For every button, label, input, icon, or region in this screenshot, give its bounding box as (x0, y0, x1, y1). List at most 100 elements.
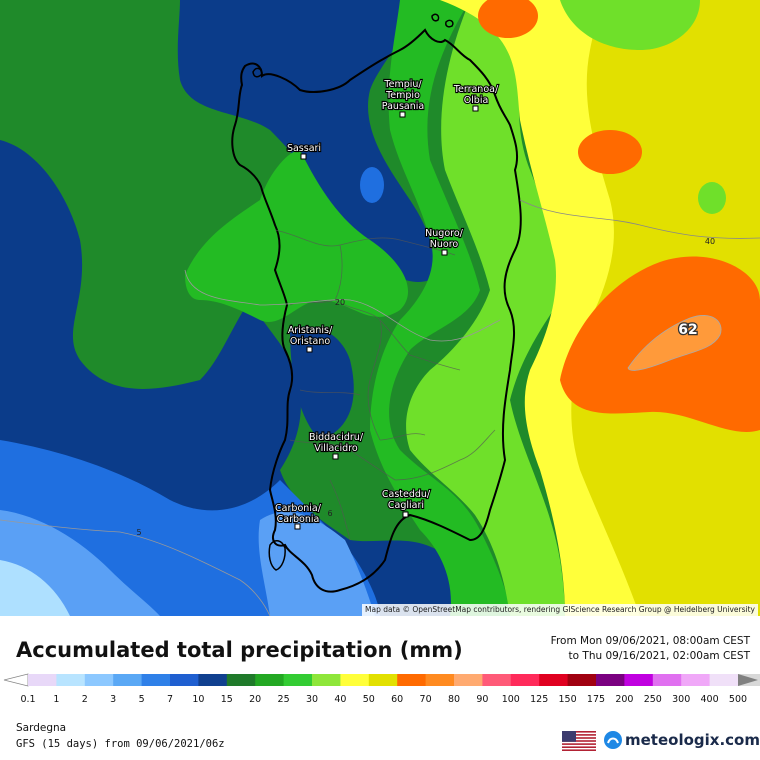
contour-line-5 (0, 519, 271, 616)
city-marker-icon (441, 249, 448, 256)
legend-swatch (340, 674, 370, 686)
city-nuoro[interactable]: Nugoro/ Nuoro (424, 227, 465, 256)
city-sassari[interactable]: Sassari (286, 142, 322, 160)
legend-tick-label: 40 (334, 694, 346, 705)
legend-swatch (510, 674, 540, 686)
legend-swatch (283, 674, 313, 686)
precip-spot-orange-east (578, 130, 642, 174)
legend-swatch (170, 674, 199, 686)
precip-zone-green-east (370, 0, 510, 616)
city-label-line2: Olbia (464, 95, 489, 106)
precip-zone-green-west (185, 150, 409, 323)
contour-label-6: 6 (327, 509, 332, 518)
city-villacidro[interactable]: Biddacidru/ Villacidro (308, 431, 365, 460)
legend-bars (3, 673, 760, 687)
legend-right-arrow-icon (738, 674, 758, 686)
sardinia-coastline (231, 28, 522, 593)
legend-tick-label: 30 (306, 694, 318, 705)
map-footer: Accumulated total precipitation (mm) Fro… (0, 616, 760, 760)
city-label-line2: Carbonia (277, 514, 320, 525)
city-marker-icon (472, 105, 479, 112)
legend-tick-label: 3 (110, 694, 116, 705)
legend-swatch (198, 674, 228, 686)
city-label-line1: Sassari (287, 143, 321, 154)
city-label-line2: Nuoro (430, 239, 459, 250)
island-maddalena (431, 13, 454, 28)
legend-tick-label: 50 (363, 694, 375, 705)
legend-tick-label: 7 (167, 694, 173, 705)
legend-swatch (482, 674, 512, 686)
region-label: Sardegna (16, 722, 67, 734)
city-marker-icon (294, 523, 301, 530)
city-oristano[interactable]: Aristanis/ Oristano (287, 324, 334, 353)
city-olbia[interactable]: Terranoa/ Olbia (452, 83, 500, 112)
legend-tick-label: 25 (278, 694, 290, 705)
legend-tick-label: 10 (192, 694, 204, 705)
brand-text: meteologix.com (625, 731, 760, 749)
contour-line-62 (627, 315, 722, 371)
legend-tick-label: 70 (420, 694, 432, 705)
legend-swatch (226, 674, 256, 686)
legend-tick-label: 300 (672, 694, 690, 705)
map-canvas: 40 20 5 6 62 Tempiu/ Tempio Pausania Ter… (0, 0, 760, 616)
map-title: Accumulated total precipitation (mm) (16, 638, 463, 662)
contour-label-5: 5 (136, 528, 141, 537)
contour-label-40: 40 (705, 237, 715, 246)
legend-tick-label: 200 (615, 694, 633, 705)
precip-spot-blue (360, 167, 384, 203)
legend-tick-label: 15 (221, 694, 233, 705)
city-label-line1: Aristanis/ (288, 325, 333, 336)
precip-zone-light-blue-south (258, 511, 375, 616)
legend-swatch (709, 674, 739, 686)
precipitation-map[interactable]: 40 20 5 6 62 Tempiu/ Tempio Pausania Ter… (0, 0, 760, 616)
city-label-line1: Casteddu/ (382, 489, 431, 500)
legend-tick-label: 2 (82, 694, 88, 705)
city-cagliari[interactable]: Casteddu/ Cagliari (381, 488, 432, 518)
precip-zone-light-green-east (406, 0, 565, 616)
map-attribution: Map data © OpenStreetMap contributors, r… (362, 604, 758, 616)
model-label: GFS (15 days) from 09/06/2021/06z (16, 738, 225, 750)
legend-swatch (312, 674, 341, 686)
meteologix-brand[interactable]: meteologix.com (603, 729, 760, 751)
city-tempio[interactable]: Tempiu/ Tempio Pausania (381, 78, 425, 118)
legend-tick-label: 500 (729, 694, 747, 705)
city-label-line3: Pausania (382, 101, 424, 112)
us-flag-icon[interactable] (562, 731, 596, 751)
legend-swatch (113, 674, 143, 686)
city-carbonia[interactable]: Carbonia/ Carbonia (274, 502, 323, 530)
precip-zone-pale-blue-southwest (0, 560, 70, 616)
precip-zone-light-green-northeast (560, 0, 700, 50)
city-marker-icon (332, 453, 339, 460)
meteologix-logo-icon (604, 731, 622, 749)
legend-tick-label: 90 (476, 694, 488, 705)
legend-left-arrow-icon (3, 673, 29, 687)
color-legend: 0.1 1 2 3 5 7 10 15 20 25 30 40 50 60 70 80 90 100 125 150 1… (3, 673, 760, 705)
legend-tick-label: 0.1 (20, 694, 35, 705)
city-label-line1: Nugoro/ (425, 228, 463, 239)
legend-tick-label: 1 (53, 694, 59, 705)
legend-tick-label: 60 (391, 694, 403, 705)
legend-swatch (397, 674, 427, 686)
legend-swatch (141, 674, 171, 686)
legend-swatch (255, 674, 285, 686)
legend-tick-label: 80 (448, 694, 460, 705)
legend-tick-label: 100 (502, 694, 520, 705)
city-label-line2: Villacidro (314, 443, 358, 454)
city-label-line1: Carbonia/ (275, 503, 322, 514)
precip-zone-dark-blue-center (290, 326, 354, 440)
city-label-line2: Oristano (290, 336, 331, 347)
city-label-line2: Cagliari (388, 500, 424, 511)
city-label-line2: Tempio (385, 90, 420, 101)
period-from: From Mon 09/06/2021, 08:00am CEST (550, 635, 750, 647)
city-marker-icon (402, 511, 409, 518)
legend-tick-label: 175 (587, 694, 605, 705)
legend-tick-label: 250 (644, 694, 662, 705)
legend-tick-label: 125 (530, 694, 548, 705)
city-label-line1: Tempiu/ (383, 79, 422, 90)
legend-swatch (368, 674, 398, 686)
city-marker-icon (300, 153, 307, 160)
legend-swatch (28, 674, 57, 686)
legend-swatch (84, 674, 114, 686)
legend-tick-label: 150 (559, 694, 577, 705)
legend-ticks: 0.1 1 2 3 5 7 10 15 20 25 30 40 50 60 70 80 90 100 125 150 1… (20, 694, 747, 705)
